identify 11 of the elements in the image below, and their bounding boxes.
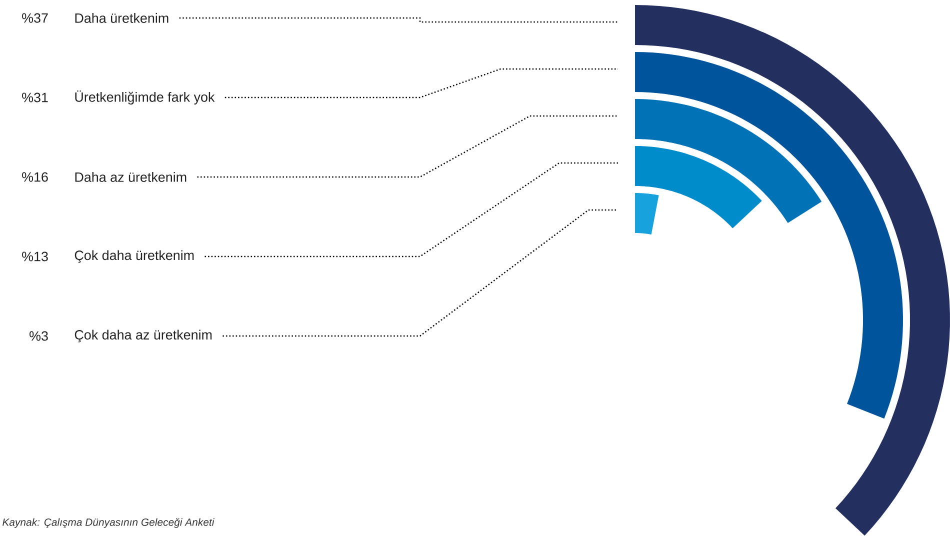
data-label: %3: [30, 331, 48, 341]
category-label: Daha az üretkenim: [75, 172, 186, 182]
data-label: %16: [22, 172, 48, 182]
data-label: %31: [22, 92, 48, 102]
category-label: Çok daha üretkenim: [74, 250, 194, 263]
category-label: Çok daha az üretkenim: [74, 330, 212, 342]
category-label: Üretkenliğimde fark yok: [75, 90, 215, 105]
category-label: Daha üretkenim: [75, 13, 168, 23]
text: Kaynak: Çalışma Dünyasının Geleceği Anketi: [2, 518, 214, 528]
data-label: %13: [22, 252, 48, 262]
data-label: %37: [22, 13, 48, 23]
